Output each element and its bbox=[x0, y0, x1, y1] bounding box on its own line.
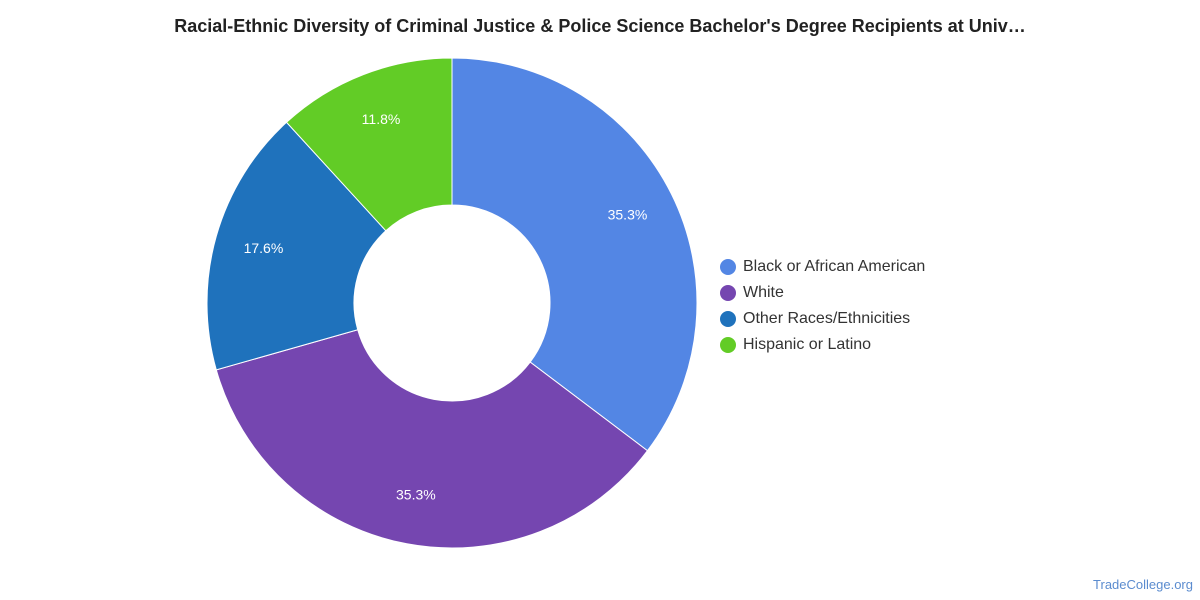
donut-slice-labels: 35.3% 35.3% 17.6% 11.8% bbox=[244, 111, 648, 502]
donut-slice-white[interactable] bbox=[215, 329, 649, 549]
legend-swatch bbox=[720, 285, 736, 301]
legend-label: Black or African American bbox=[743, 258, 926, 275]
legend-item-other-races-ethnicities[interactable]: Other Races/Ethnicities bbox=[720, 306, 925, 332]
watermark-link[interactable]: TradeCollege.org bbox=[1093, 577, 1193, 592]
legend-swatch bbox=[720, 311, 736, 327]
legend-label: White bbox=[743, 284, 784, 301]
legend-swatch bbox=[720, 337, 736, 353]
donut-slice-hispanic-or-latino[interactable] bbox=[285, 57, 453, 232]
donut-slices bbox=[206, 57, 698, 549]
legend-item-hispanic-or-latino[interactable]: Hispanic or Latino bbox=[720, 332, 925, 358]
donut-slice-other-races-ethnicities[interactable] bbox=[206, 121, 387, 371]
slice-value-label: 35.3% bbox=[608, 206, 648, 222]
chart-legend: Black or African American White Other Ra… bbox=[720, 254, 925, 358]
legend-swatch bbox=[720, 259, 736, 275]
donut-slice-black-or-african-american[interactable] bbox=[451, 57, 698, 452]
legend-label: Other Races/Ethnicities bbox=[743, 310, 911, 327]
legend-item-white[interactable]: White bbox=[720, 280, 925, 306]
slice-value-label: 11.8% bbox=[362, 111, 401, 127]
chart-title: Racial-Ethnic Diversity of Criminal Just… bbox=[174, 16, 1026, 36]
legend-label: Hispanic or Latino bbox=[743, 336, 872, 353]
slice-value-label: 17.6% bbox=[244, 240, 284, 256]
legend-item-black-or-african-american[interactable]: Black or African American bbox=[720, 254, 925, 280]
slice-value-label: 35.3% bbox=[396, 486, 436, 502]
